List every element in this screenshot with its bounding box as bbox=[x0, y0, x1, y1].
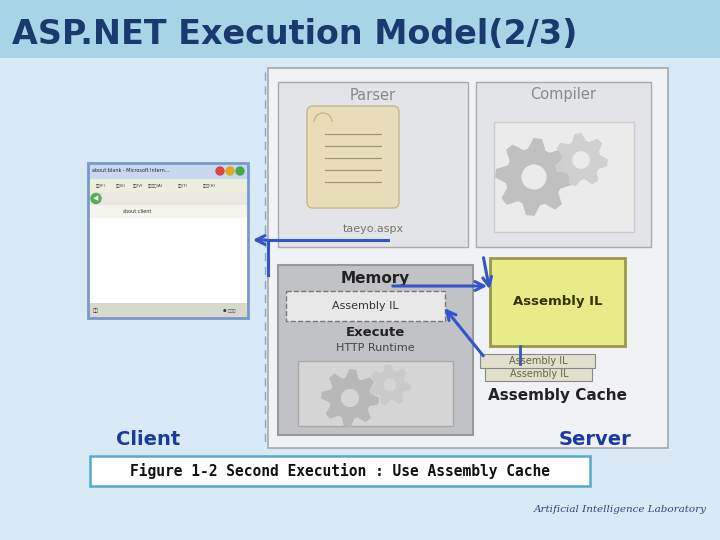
Polygon shape bbox=[322, 370, 378, 426]
Text: ASP.NET Execution Model(2/3): ASP.NET Execution Model(2/3) bbox=[12, 17, 577, 51]
Circle shape bbox=[91, 193, 101, 204]
Circle shape bbox=[522, 165, 546, 189]
Polygon shape bbox=[496, 139, 572, 215]
FancyBboxPatch shape bbox=[278, 82, 468, 247]
FancyBboxPatch shape bbox=[485, 367, 592, 381]
FancyBboxPatch shape bbox=[88, 192, 248, 205]
FancyBboxPatch shape bbox=[307, 106, 399, 208]
FancyBboxPatch shape bbox=[0, 0, 720, 58]
Polygon shape bbox=[371, 365, 410, 404]
Circle shape bbox=[341, 389, 359, 407]
Circle shape bbox=[216, 167, 224, 175]
Text: 완료: 완료 bbox=[93, 308, 99, 313]
FancyBboxPatch shape bbox=[90, 456, 590, 486]
Polygon shape bbox=[556, 134, 607, 185]
Polygon shape bbox=[496, 139, 572, 215]
Text: taeyo.aspx: taeyo.aspx bbox=[343, 224, 404, 234]
Text: Assembly IL: Assembly IL bbox=[332, 301, 399, 311]
Text: Artificial Intelligence Laboratory: Artificial Intelligence Laboratory bbox=[534, 505, 706, 515]
Text: ● 인터넷: ● 인터넷 bbox=[223, 308, 235, 313]
Circle shape bbox=[573, 152, 589, 168]
Text: 파일(F): 파일(F) bbox=[96, 184, 106, 187]
FancyBboxPatch shape bbox=[298, 361, 453, 426]
Text: 宗: 宗 bbox=[618, 70, 636, 99]
FancyBboxPatch shape bbox=[88, 303, 248, 318]
FancyBboxPatch shape bbox=[490, 258, 625, 346]
Text: Assembly IL: Assembly IL bbox=[510, 369, 568, 379]
Polygon shape bbox=[556, 134, 607, 185]
Text: 御: 御 bbox=[646, 70, 665, 99]
Text: Assembly IL: Assembly IL bbox=[513, 295, 602, 308]
FancyBboxPatch shape bbox=[480, 354, 595, 368]
Text: 世: 世 bbox=[590, 70, 608, 99]
Text: Compiler: Compiler bbox=[531, 87, 596, 103]
Text: Assembly Cache: Assembly Cache bbox=[488, 388, 627, 403]
Circle shape bbox=[236, 167, 244, 175]
Text: 御: 御 bbox=[590, 180, 608, 209]
Text: 보기(V): 보기(V) bbox=[133, 184, 143, 187]
FancyBboxPatch shape bbox=[278, 265, 473, 435]
FancyBboxPatch shape bbox=[88, 179, 248, 192]
Circle shape bbox=[522, 165, 546, 189]
Text: Execute: Execute bbox=[346, 327, 405, 340]
Text: 司: 司 bbox=[646, 125, 665, 154]
FancyBboxPatch shape bbox=[494, 122, 634, 232]
Text: 편집(E): 편집(E) bbox=[116, 184, 126, 187]
Text: ◀: ◀ bbox=[94, 195, 99, 201]
Text: Parser: Parser bbox=[350, 87, 396, 103]
Polygon shape bbox=[371, 365, 410, 404]
Text: 日: 日 bbox=[618, 125, 636, 154]
Circle shape bbox=[384, 379, 396, 391]
Circle shape bbox=[341, 389, 359, 407]
Text: Server: Server bbox=[559, 430, 631, 449]
Text: about:client: about:client bbox=[123, 209, 153, 214]
Text: Memory: Memory bbox=[341, 272, 410, 287]
FancyBboxPatch shape bbox=[88, 163, 248, 179]
Text: 도구(T): 도구(T) bbox=[178, 184, 188, 187]
FancyBboxPatch shape bbox=[88, 218, 248, 303]
Text: 令: 令 bbox=[590, 125, 608, 154]
Circle shape bbox=[226, 167, 234, 175]
Text: 즐겨찾기(A): 즐겨찾기(A) bbox=[148, 184, 163, 187]
Text: Client: Client bbox=[116, 430, 180, 449]
Text: 도움말(H): 도움말(H) bbox=[203, 184, 216, 187]
Text: HTTP Runtime: HTTP Runtime bbox=[336, 343, 415, 353]
Text: Figure 1-2 Second Execution : Use Assembly Cache: Figure 1-2 Second Execution : Use Assemb… bbox=[130, 463, 550, 479]
FancyBboxPatch shape bbox=[88, 205, 248, 218]
FancyBboxPatch shape bbox=[286, 291, 445, 321]
Circle shape bbox=[384, 379, 396, 391]
FancyBboxPatch shape bbox=[476, 82, 651, 247]
Polygon shape bbox=[322, 370, 378, 426]
Circle shape bbox=[573, 152, 589, 168]
Text: 令: 令 bbox=[618, 180, 636, 209]
Text: Assembly IL: Assembly IL bbox=[509, 356, 567, 366]
Text: about:blank - Microsoft Intern...: about:blank - Microsoft Intern... bbox=[92, 168, 169, 173]
FancyBboxPatch shape bbox=[268, 68, 668, 448]
